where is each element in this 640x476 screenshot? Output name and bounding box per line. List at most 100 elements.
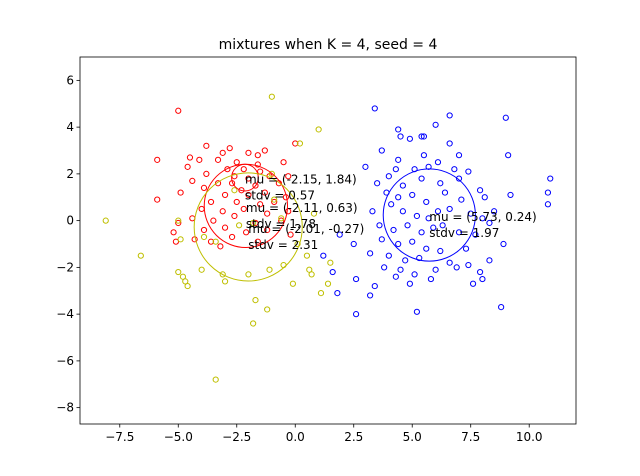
data-point: [268, 170, 275, 177]
data-point: [184, 163, 191, 170]
data-point: [397, 133, 404, 140]
data-point: [198, 266, 205, 273]
data-point: [170, 229, 177, 236]
x-tick-label: 2.5: [344, 430, 363, 444]
data-point: [245, 271, 252, 278]
data-point: [261, 147, 268, 154]
y-tick-label: −2: [56, 260, 74, 274]
data-point: [257, 201, 264, 208]
x-tick-label: −5.0: [164, 430, 193, 444]
data-point: [352, 275, 360, 283]
data-point: [350, 240, 357, 248]
data-point: [184, 282, 191, 290]
data-point: [264, 210, 271, 217]
data-point: [399, 208, 406, 215]
data-point: [203, 142, 210, 149]
data-point: [320, 252, 327, 259]
data-point: [371, 105, 378, 112]
data-point: [437, 247, 444, 255]
data-point: [271, 196, 278, 203]
data-point: [292, 140, 299, 147]
data-point: [479, 215, 486, 222]
data-point: [327, 259, 334, 266]
data-point: [381, 264, 388, 271]
data-point: [254, 161, 261, 168]
annotation-label: stdv = 2.31: [248, 238, 318, 252]
data-point: [226, 145, 233, 152]
mixture-circle: [193, 172, 303, 282]
data-point: [278, 217, 285, 224]
data-point: [395, 194, 402, 201]
data-point: [271, 198, 278, 206]
mixture-circle: [203, 163, 289, 249]
y-tick-label: −4: [56, 307, 74, 321]
data-point: [287, 231, 294, 238]
data-point: [362, 163, 369, 170]
data-point: [423, 198, 430, 206]
data-point: [420, 152, 428, 159]
data-point: [441, 189, 449, 196]
data-point: [264, 226, 271, 234]
data-point: [186, 154, 194, 161]
data-point: [240, 166, 247, 173]
data-point: [207, 238, 215, 245]
y-tick-label: −8: [56, 401, 74, 415]
data-point: [212, 376, 219, 383]
data-point: [427, 275, 435, 283]
data-point: [472, 231, 479, 238]
data-point: [432, 121, 439, 128]
data-point: [310, 210, 318, 217]
data-point: [399, 182, 406, 189]
data-point: [289, 280, 297, 287]
data-point: [498, 304, 505, 311]
data-point: [175, 217, 182, 224]
data-point: [189, 177, 196, 184]
data-point: [268, 93, 275, 100]
data-point: [439, 222, 446, 229]
data-point: [500, 240, 507, 248]
y-tick-label: 6: [66, 73, 74, 87]
y-tick-label: −6: [56, 354, 74, 368]
data-point: [308, 271, 315, 278]
data-point: [462, 245, 470, 252]
annotation-label: stdv = 0.57: [245, 189, 315, 203]
data-point: [200, 233, 208, 241]
data-point: [451, 166, 458, 173]
y-tick-label: 0: [66, 214, 74, 228]
data-point: [306, 266, 313, 273]
data-point: [437, 180, 444, 187]
data-point: [479, 275, 486, 283]
data-point: [374, 180, 381, 187]
data-point: [547, 175, 554, 182]
data-point: [250, 320, 257, 327]
x-tick-label: 10.0: [516, 430, 543, 444]
data-point: [228, 233, 236, 241]
data-point: [200, 226, 208, 234]
data-point: [467, 210, 474, 217]
data-point: [102, 217, 109, 224]
data-point: [219, 271, 226, 278]
data-point: [502, 114, 509, 121]
data-point: [392, 166, 399, 173]
data-point: [469, 280, 477, 287]
data-point: [446, 140, 453, 147]
data-point: [458, 196, 465, 203]
data-point: [196, 156, 203, 163]
data-point: [219, 208, 226, 215]
annotation-label: mu = (-2.11, 0.63): [246, 201, 358, 215]
data-point: [238, 187, 245, 194]
axes-frame: [79, 56, 577, 425]
data-point: [385, 252, 392, 259]
data-point: [217, 243, 224, 250]
data-point: [390, 226, 397, 234]
data-point: [395, 126, 402, 133]
data-point: [250, 219, 257, 227]
y-tick-label: 2: [66, 167, 74, 181]
data-point: [243, 229, 250, 236]
data-point: [486, 257, 493, 264]
data-point: [224, 166, 231, 173]
data-point: [367, 250, 374, 257]
data-point: [505, 152, 512, 159]
data-point: [266, 266, 273, 273]
data-point: [453, 264, 460, 271]
